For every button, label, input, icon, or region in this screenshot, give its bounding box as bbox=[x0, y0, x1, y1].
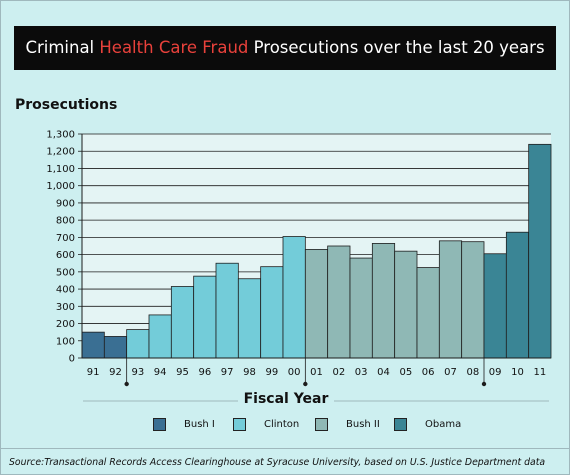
y-tick-label: 1,000 bbox=[46, 181, 75, 192]
bar bbox=[327, 245, 351, 359]
x-tick-label: 96 bbox=[198, 367, 211, 378]
y-tick-label: 800 bbox=[56, 216, 75, 227]
x-tick-label: 11 bbox=[533, 367, 546, 378]
x-tick-label: 97 bbox=[221, 367, 234, 378]
legend-label: Clinton bbox=[264, 419, 300, 430]
legend-swatch bbox=[153, 418, 166, 431]
bar bbox=[349, 257, 373, 359]
bar bbox=[505, 231, 530, 359]
bar bbox=[237, 278, 262, 359]
x-axis-title: Fiscal Year bbox=[1, 391, 570, 407]
bar bbox=[170, 286, 195, 359]
legend-swatch bbox=[233, 418, 246, 431]
x-tick-label: 04 bbox=[377, 367, 390, 378]
bar bbox=[528, 143, 552, 359]
bar bbox=[394, 250, 418, 359]
bar bbox=[416, 267, 440, 359]
x-tick-label: 02 bbox=[332, 367, 345, 378]
y-tick-label: 600 bbox=[56, 250, 75, 261]
x-tick-label: 08 bbox=[466, 367, 479, 378]
bar bbox=[371, 243, 396, 359]
y-tick-label: 0 bbox=[69, 354, 75, 365]
term-marker bbox=[481, 381, 487, 387]
legend: Bush I Clinton Bush II Obama bbox=[1, 418, 570, 438]
y-axis-label: Prosecutions bbox=[15, 97, 118, 113]
y-tick-label: 400 bbox=[56, 285, 75, 296]
x-tick-label: 99 bbox=[265, 367, 278, 378]
bar bbox=[81, 331, 105, 359]
divider bbox=[1, 448, 570, 449]
bar bbox=[438, 240, 463, 359]
chart-title: Criminal Health Care Fraud Prosecutions … bbox=[14, 26, 556, 70]
bar bbox=[103, 336, 128, 359]
bar bbox=[483, 253, 507, 359]
bar bbox=[193, 275, 217, 359]
legend-label: Bush I bbox=[184, 419, 215, 430]
y-tick-label: 900 bbox=[56, 198, 75, 209]
title-highlight: Health Care Fraud bbox=[99, 38, 249, 57]
x-tick-label: 07 bbox=[444, 367, 457, 378]
y-tick-label: 1,200 bbox=[46, 147, 75, 158]
y-tick-label: 200 bbox=[56, 319, 75, 330]
y-tick-label: 1,100 bbox=[46, 164, 75, 175]
x-axis-label: Fiscal Year bbox=[237, 391, 335, 407]
legend-label: Bush II bbox=[346, 419, 380, 430]
x-tick-label: 93 bbox=[131, 367, 144, 378]
term-marker bbox=[303, 381, 308, 387]
x-tick-label: 03 bbox=[355, 367, 368, 378]
x-tick-label: 91 bbox=[87, 367, 100, 378]
bar bbox=[260, 266, 284, 359]
y-tick-label: 1,300 bbox=[46, 130, 75, 141]
y-tick-label: 500 bbox=[56, 267, 75, 278]
x-tick-label: 92 bbox=[109, 367, 122, 378]
title-after: Prosecutions over the last 20 years bbox=[248, 38, 545, 57]
x-tick-label: 01 bbox=[310, 367, 323, 378]
legend-swatch bbox=[315, 418, 328, 431]
y-tick-label: 300 bbox=[56, 302, 75, 313]
source-note: Source:Transactional Records Access Clea… bbox=[9, 457, 546, 468]
x-tick-label: 09 bbox=[489, 367, 502, 378]
term-marker bbox=[124, 381, 129, 387]
x-tick-label: 06 bbox=[422, 367, 435, 378]
x-tick-label: 00 bbox=[288, 367, 301, 378]
bar bbox=[126, 329, 150, 359]
bar bbox=[148, 314, 172, 359]
bar bbox=[304, 249, 329, 359]
bar bbox=[461, 241, 485, 359]
bar bbox=[215, 262, 239, 359]
x-tick-label: 98 bbox=[243, 367, 256, 378]
legend-label: Obama bbox=[425, 419, 462, 430]
x-tick-label: 95 bbox=[176, 367, 189, 378]
bar bbox=[282, 236, 306, 359]
y-tick-label: 700 bbox=[56, 233, 75, 244]
legend-swatch bbox=[394, 418, 407, 431]
x-tick-label: 94 bbox=[154, 367, 167, 378]
y-tick-label: 100 bbox=[56, 336, 75, 347]
x-tick-label: 10 bbox=[511, 367, 524, 378]
title-before: Criminal bbox=[25, 38, 100, 57]
x-tick-label: 05 bbox=[399, 367, 412, 378]
